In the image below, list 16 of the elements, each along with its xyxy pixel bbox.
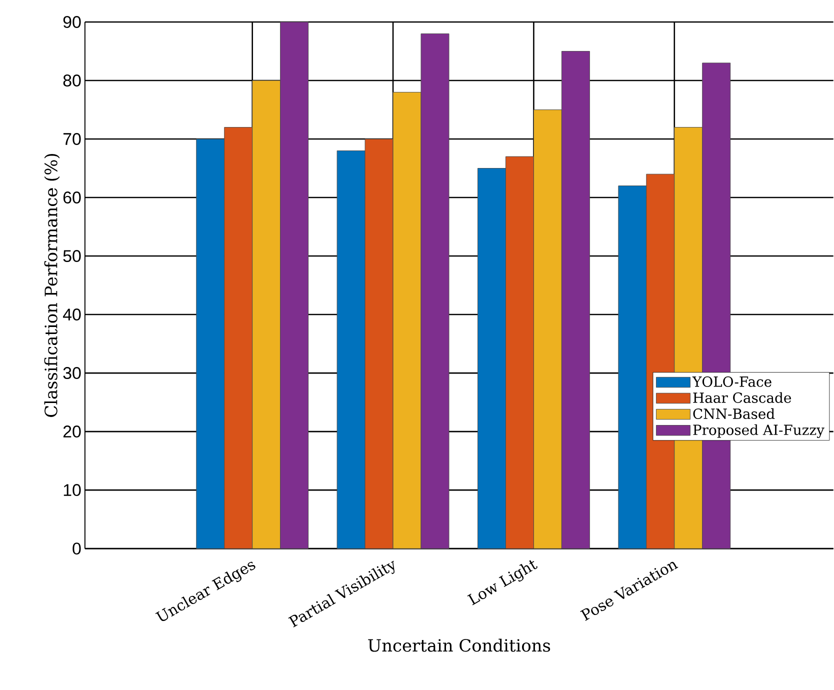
legend-label: CNN-Based [693, 408, 775, 419]
y-tick-label: 60 [63, 191, 81, 204]
y-tick-label: 70 [63, 132, 81, 145]
legend-label: YOLO-Face [692, 376, 772, 387]
y-axis-title: Classification Performance (%) [44, 154, 60, 417]
y-tick-label: 40 [62, 308, 81, 320]
y-tick-label: 50 [63, 250, 81, 262]
y-tick-label: 90 [63, 16, 81, 28]
y-tick-label: 20 [63, 425, 81, 438]
x-axis-title: Uncertain Conditions [368, 638, 550, 652]
y-tick-label: 80 [63, 74, 81, 86]
y-tick-label: 10 [64, 484, 81, 496]
legend-label: Proposed AI-Fuzzy [693, 424, 824, 438]
y-tick-label: 30 [63, 366, 81, 379]
legend-label: Haar Cascade [693, 392, 792, 403]
y-tick-label: 0 [72, 542, 81, 554]
